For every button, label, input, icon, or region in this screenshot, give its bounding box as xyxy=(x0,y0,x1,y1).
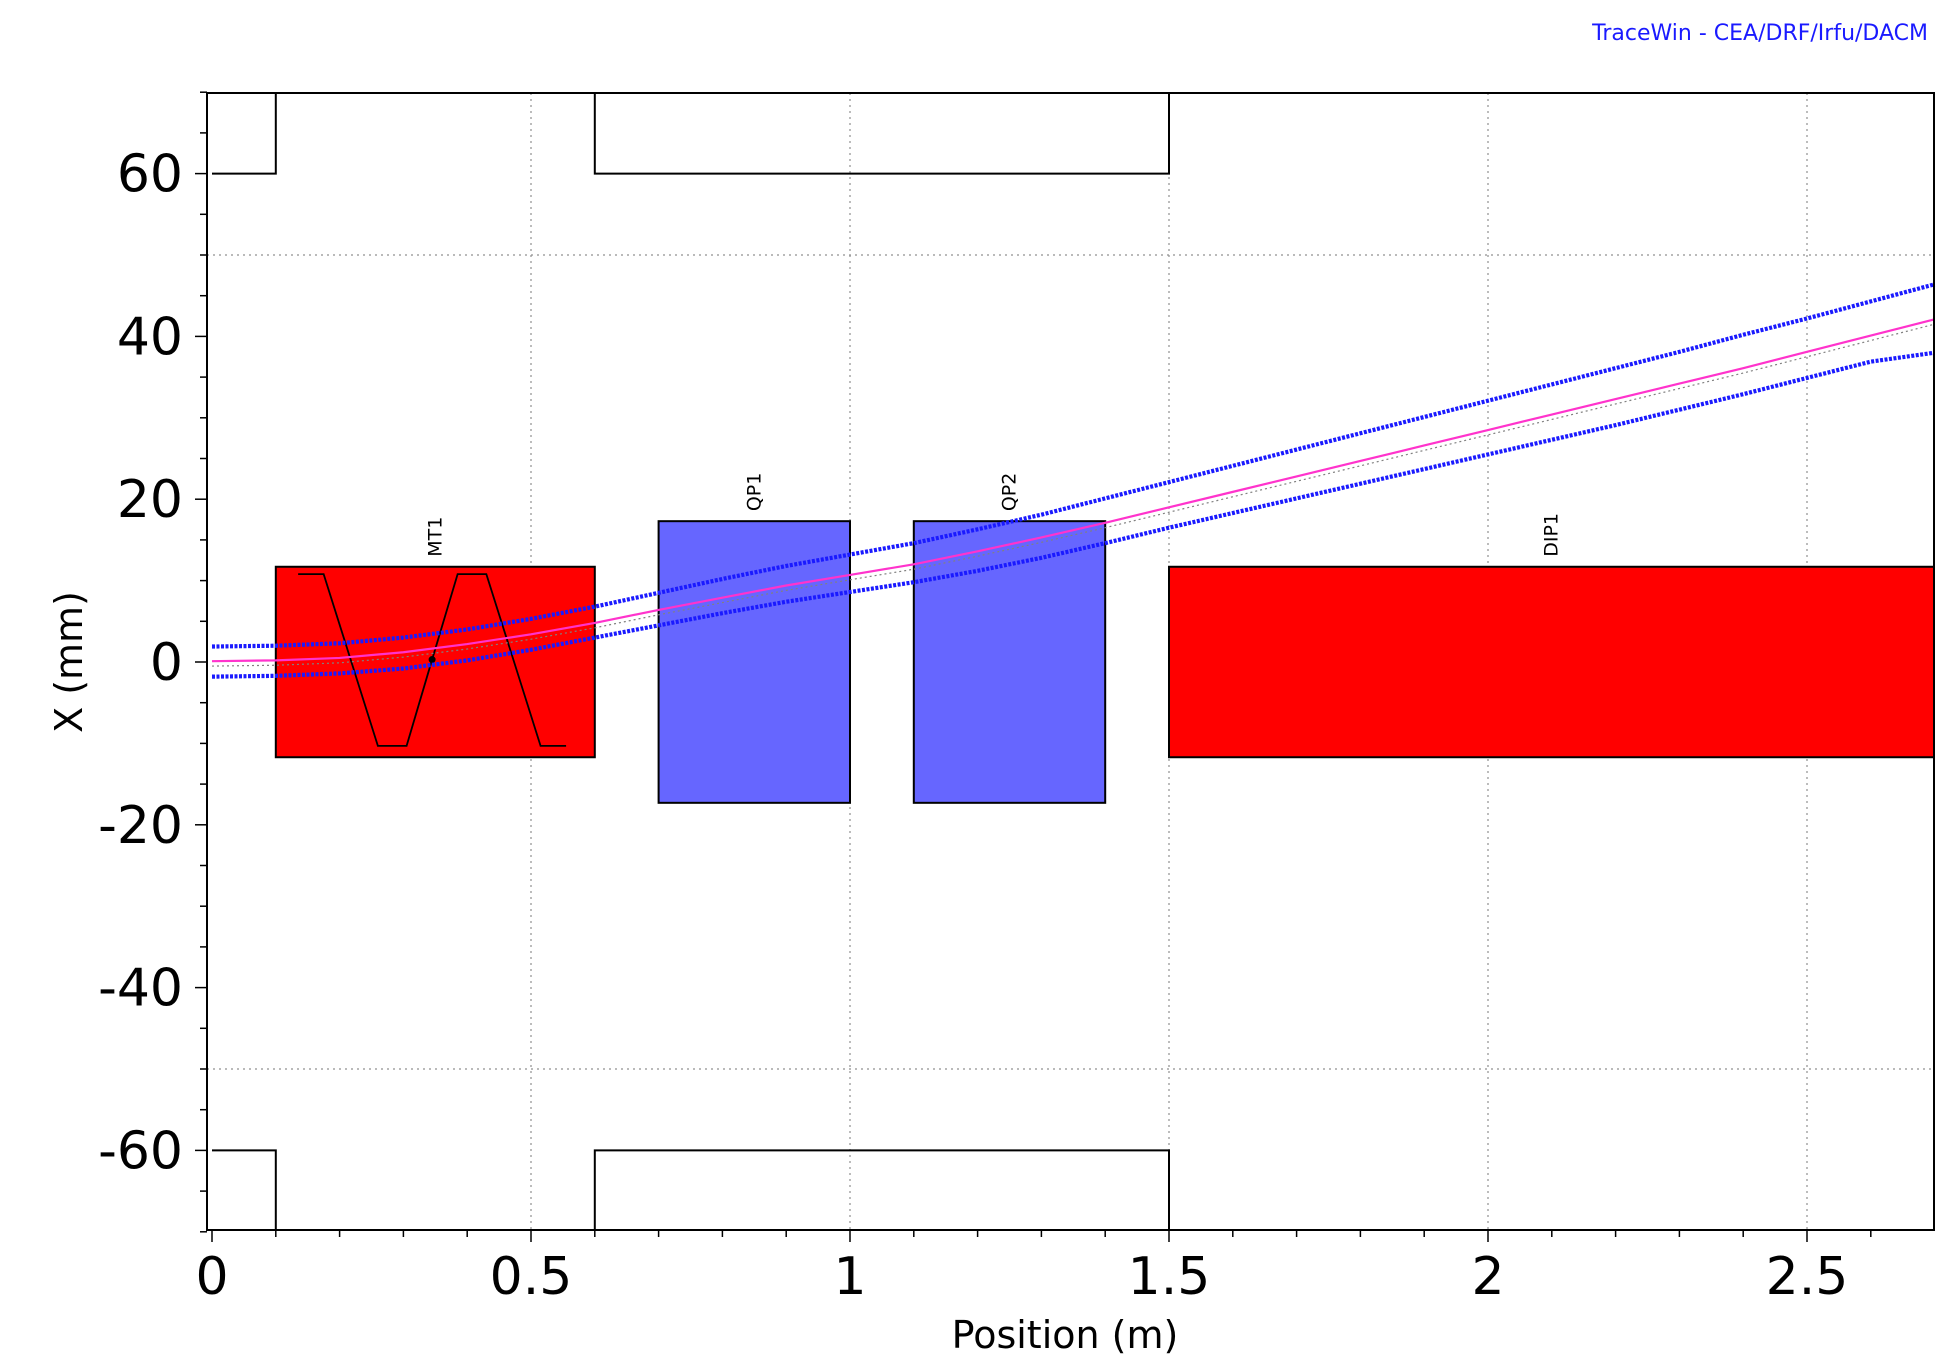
y-tick-label-2: 20 xyxy=(117,470,183,530)
aperture-bottom-0 xyxy=(212,1149,277,1230)
element-qp1-label: QP1 xyxy=(743,473,765,512)
series-envelope-lower xyxy=(211,350,1935,679)
tracewin-watermark: TraceWin - CEA/DRF/Irfu/DACM xyxy=(1591,21,1928,46)
element-mt1-box xyxy=(274,565,596,759)
series-envelope-upper xyxy=(211,282,1936,649)
aperture-top-0 xyxy=(212,93,277,175)
beamline-elements: MT1 QP1 QP2 DIP1 xyxy=(274,473,1935,804)
element-dip1-label: DIP1 xyxy=(1541,513,1563,557)
x-tick-label-4: 2 xyxy=(1471,1247,1504,1307)
y-tick-label-5: -40 xyxy=(98,959,183,1019)
y-tick-label-0: 60 xyxy=(117,145,183,205)
aperture-bottom-1 xyxy=(593,1149,1170,1230)
y-tick-label-6: -60 xyxy=(98,1121,183,1181)
element-qp1-box xyxy=(657,520,851,804)
series-centroid xyxy=(211,318,1935,663)
x-tick-label-5: 2.5 xyxy=(1766,1247,1849,1307)
x-tick-label-0: 0 xyxy=(195,1247,228,1307)
y-tick-label-3: 0 xyxy=(150,633,183,693)
aperture xyxy=(212,93,1170,1230)
x-tick-label-2: 1 xyxy=(833,1247,866,1307)
x-axis-title: Position (m) xyxy=(952,1313,1179,1357)
element-dip1-box xyxy=(1168,565,1935,759)
y-tick-label-1: 40 xyxy=(117,307,183,367)
y-tick-label-4: -20 xyxy=(98,796,183,856)
mt1-profile-marker xyxy=(428,656,436,664)
beam-envelope xyxy=(211,282,1936,679)
x-tick-label-1: 0.5 xyxy=(490,1247,573,1307)
element-qp2-label: QP2 xyxy=(999,473,1021,512)
aperture-top-1 xyxy=(593,93,1170,175)
axes: 0 0.5 1 1.5 2 2.5 60 40 20 0 -20 -40 -60 xyxy=(98,91,1935,1307)
y-axis-title: X (mm) xyxy=(47,591,91,733)
element-qp2-box xyxy=(912,520,1107,804)
x-tick-label-3: 1.5 xyxy=(1128,1247,1211,1307)
element-mt1-label: MT1 xyxy=(424,517,446,557)
